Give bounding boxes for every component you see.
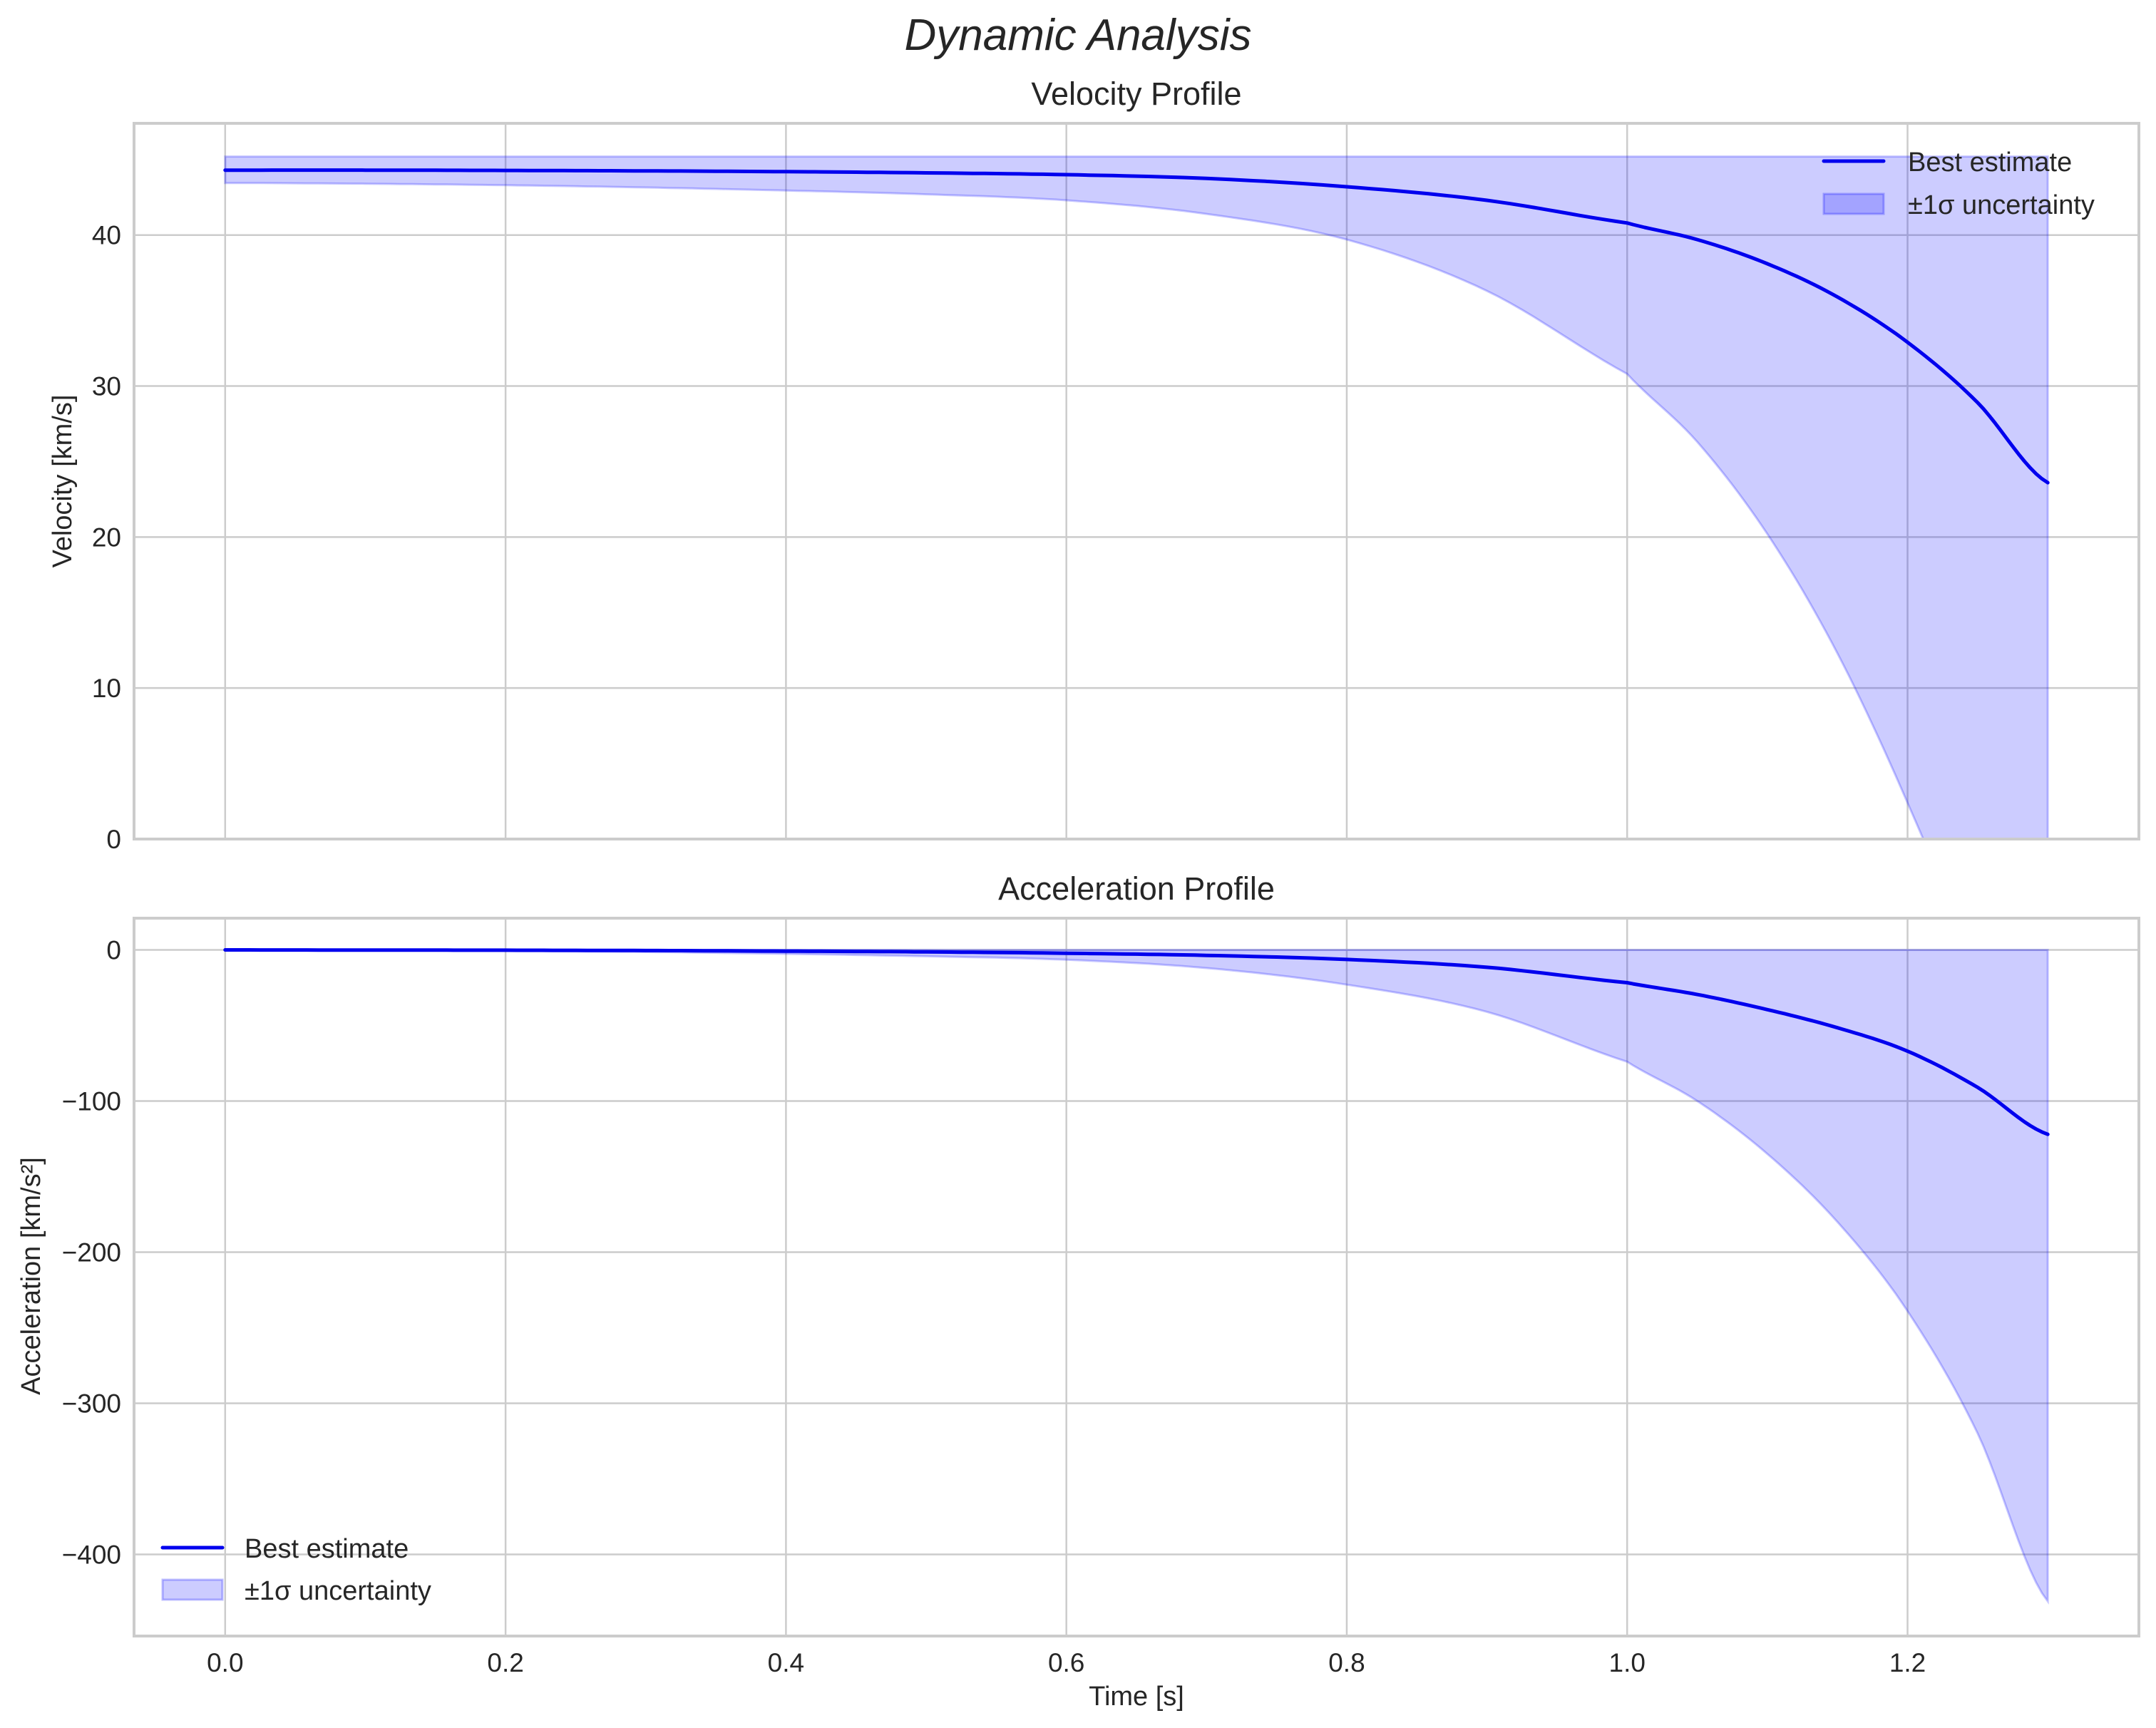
- axes-frame: [133, 122, 2140, 840]
- y-tick-label: 30: [92, 372, 121, 401]
- acceleration-best-estimate-line: [223, 948, 2050, 1136]
- y-tick-label: −400: [62, 1541, 121, 1570]
- best-estimate-path: [223, 168, 2050, 485]
- best-estimate-path: [223, 948, 2050, 1136]
- legend-band-swatch-icon: [1822, 192, 1885, 215]
- velocity-legend-uncertainty: ±1σ uncertainty: [1908, 190, 2095, 220]
- x-tick-label: 0.8: [1328, 1648, 1365, 1677]
- acceleration-y-ticks: 0 −100 −200 −300 −400: [62, 936, 121, 1570]
- velocity-uncertainty-band: [224, 155, 2049, 839]
- velocity-panel-title: Velocity Profile: [1031, 76, 1241, 112]
- y-tick-label: −100: [62, 1087, 121, 1116]
- velocity-y-ticks: 0 10 20 30 40: [92, 221, 121, 854]
- acceleration-uncertainty-band: [225, 949, 2049, 1605]
- y-tick-label: 20: [92, 523, 121, 552]
- velocity-panel: Velocity Profile 0 10 20 30 40 Velocity [km/…: [48, 76, 2140, 854]
- uncertainty-band-area: [225, 949, 2049, 1605]
- acceleration-y-axis-label: Acceleration [km/s²]: [16, 1157, 46, 1395]
- y-tick-label: −300: [62, 1389, 121, 1419]
- velocity-legend-best-estimate: Best estimate: [1908, 148, 2072, 178]
- uncertainty-band-area: [224, 155, 2049, 839]
- x-tick-label: 0.2: [487, 1648, 523, 1677]
- acceleration-legend-best-estimate: Best estimate: [245, 1534, 409, 1564]
- x-tick-label: 1.0: [1609, 1648, 1646, 1677]
- x-axis-label: Time [s]: [1089, 1682, 1184, 1712]
- y-tick-label: 0: [106, 936, 121, 965]
- x-tick-label: 1.2: [1889, 1648, 1926, 1677]
- legend-band-swatch-icon: [161, 1578, 224, 1601]
- acceleration-x-ticks: 0.0 0.2 0.4 0.6 0.8 1.0 1.2: [207, 1648, 1926, 1677]
- figure-suptitle: Dynamic Analysis: [905, 11, 1252, 60]
- x-tick-label: 0.4: [768, 1648, 804, 1677]
- acceleration-axes-frame: [133, 917, 2140, 1637]
- x-tick-label: 0.6: [1048, 1648, 1084, 1677]
- y-tick-label: 10: [92, 674, 121, 703]
- velocity-y-axis-label: Velocity [km/s]: [48, 395, 78, 568]
- velocity-best-estimate-line: [223, 168, 2050, 485]
- acceleration-panel-title: Acceleration Profile: [998, 870, 1275, 907]
- acceleration-legend: Best estimate ±1σ uncertainty: [160, 1534, 431, 1606]
- x-tick-label: 0.0: [207, 1648, 243, 1677]
- acceleration-panel: Acceleration Profile 0 −100 −200 −300 −400 0…: [16, 870, 2140, 1712]
- y-tick-label: 40: [92, 221, 121, 250]
- y-tick-label: 0: [106, 825, 121, 854]
- acceleration-legend-uncertainty: ±1σ uncertainty: [245, 1576, 431, 1606]
- velocity-axes-frame: [133, 122, 2140, 840]
- axes-frame: [133, 917, 2140, 1637]
- velocity-legend: Best estimate ±1σ uncertainty: [1822, 148, 2095, 220]
- y-tick-label: −200: [62, 1238, 121, 1267]
